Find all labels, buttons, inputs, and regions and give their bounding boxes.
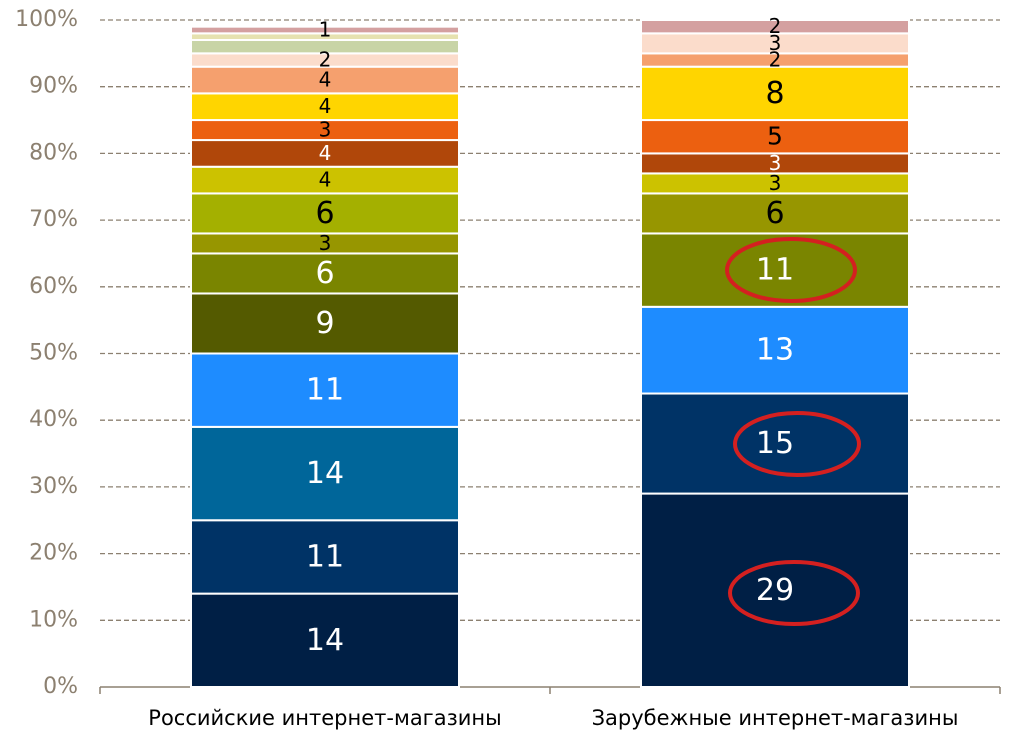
data-label: 4	[319, 68, 332, 92]
bar-segment	[190, 25, 460, 35]
data-label: 1	[319, 18, 332, 42]
data-label: 6	[315, 196, 334, 231]
labels: Российские интернет-магазины141114119636…	[148, 14, 958, 730]
data-label: 8	[765, 76, 784, 111]
data-label: 4	[319, 141, 332, 165]
bar-segment	[640, 192, 910, 235]
data-label: 3	[769, 31, 782, 55]
x-tick-label: Российские интернет-магазины	[148, 706, 501, 730]
highlight-ellipse	[725, 237, 857, 303]
data-label: 11	[306, 539, 344, 574]
bar-segment	[190, 92, 460, 122]
data-label: 3	[769, 151, 782, 175]
y-tick-label: 40%	[29, 407, 78, 432]
bar-segment	[190, 592, 460, 688]
bar-segment	[190, 139, 460, 168]
bar-segment	[640, 232, 910, 308]
data-label: 14	[306, 623, 344, 658]
data-label: 29	[756, 573, 794, 608]
y-tick-label: 20%	[29, 541, 78, 566]
grid: 0% 10% 20% 30% 40% 50% 60% 70% 80% 90% 100%	[15, 7, 1001, 699]
bar-segment	[190, 425, 460, 522]
data-label: 15	[756, 426, 794, 461]
data-label: 13	[756, 333, 794, 368]
data-label: 6	[315, 256, 334, 291]
bars	[190, 19, 910, 688]
bar-segment	[190, 165, 460, 195]
bar-segment	[640, 492, 910, 688]
data-label: 3	[319, 118, 332, 142]
bar-segment	[190, 192, 460, 235]
data-label: 14	[306, 456, 344, 491]
data-label: 6	[765, 196, 784, 231]
data-label: 2	[769, 48, 782, 72]
y-tick-label: 100%	[15, 7, 78, 32]
y-tick-label: 0%	[43, 674, 78, 699]
y-tick-label: 90%	[29, 74, 78, 99]
y-tick-label: 10%	[29, 607, 78, 632]
data-label: 11	[306, 373, 344, 408]
highlight-ellipse	[733, 411, 861, 477]
y-tick-label: 30%	[29, 474, 78, 499]
data-label: 4	[319, 168, 332, 192]
y-tick-label: 70%	[29, 207, 78, 232]
data-label: 11	[756, 253, 794, 288]
bar-segment	[190, 252, 460, 295]
highlight-ellipse	[728, 560, 860, 626]
y-tick-label: 60%	[29, 274, 78, 299]
data-label: 2	[769, 14, 782, 38]
x-tick-label: Зарубежные интернет-магазины	[592, 706, 959, 730]
bar-segment	[640, 305, 910, 395]
bar-segment	[190, 519, 460, 595]
data-label: 5	[767, 122, 783, 151]
bar-segment	[190, 292, 460, 355]
annotations	[725, 237, 861, 626]
data-label: 3	[769, 171, 782, 195]
y-tick-label: 80%	[29, 140, 78, 165]
bar-segment	[190, 352, 460, 428]
data-label: 3	[319, 231, 332, 255]
y-tick-label: 50%	[29, 341, 78, 366]
bar-segment	[640, 19, 910, 35]
data-label: 9	[315, 306, 334, 341]
data-label: 2	[319, 48, 332, 72]
bar-segment	[640, 119, 910, 155]
bar-segment	[640, 65, 910, 122]
data-label: 4	[319, 94, 332, 118]
bar-segment	[640, 392, 910, 495]
